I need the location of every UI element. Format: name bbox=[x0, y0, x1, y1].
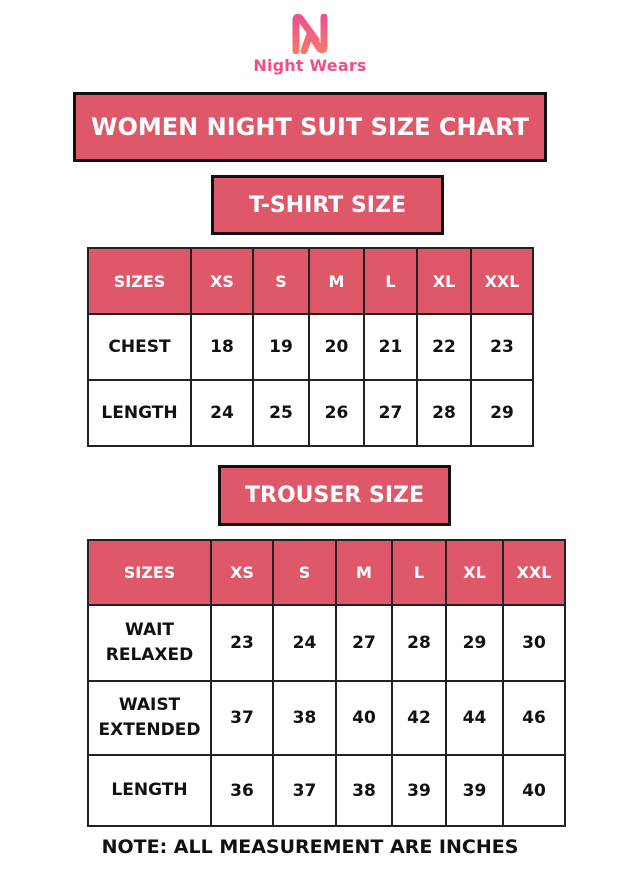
cell: 26 bbox=[308, 379, 365, 447]
table-row: WAIST EXTENDED 37 38 40 42 44 46 bbox=[87, 680, 566, 756]
header-cell: SIZES bbox=[87, 247, 192, 315]
cell: 38 bbox=[272, 680, 337, 756]
row-label: LENGTH bbox=[87, 754, 212, 827]
row-label: WAIST EXTENDED bbox=[87, 680, 212, 756]
header-cell: M bbox=[308, 247, 365, 315]
cell: 28 bbox=[391, 604, 447, 682]
header-cell: XS bbox=[210, 539, 274, 606]
cell: 39 bbox=[445, 754, 504, 827]
cell: 30 bbox=[502, 604, 566, 682]
header-cell: L bbox=[363, 247, 418, 315]
n-logo-icon bbox=[292, 14, 328, 54]
cell: 24 bbox=[190, 379, 254, 447]
cell: 23 bbox=[210, 604, 274, 682]
cell: 27 bbox=[335, 604, 393, 682]
cell: 40 bbox=[502, 754, 566, 827]
trouser-size-table: SIZES XS S M L XL XXL WAIT RELAXED 23 24… bbox=[87, 539, 566, 827]
table-row: LENGTH 36 37 38 39 39 40 bbox=[87, 754, 566, 827]
header-cell: XL bbox=[416, 247, 472, 315]
cell: 36 bbox=[210, 754, 274, 827]
header-cell: XXL bbox=[502, 539, 566, 606]
cell: 29 bbox=[470, 379, 534, 447]
table-header-row: SIZES XS S M L XL XXL bbox=[87, 539, 566, 606]
table-row: WAIT RELAXED 23 24 27 28 29 30 bbox=[87, 604, 566, 682]
cell: 22 bbox=[416, 313, 472, 381]
row-label: LENGTH bbox=[87, 379, 192, 447]
measurement-note: NOTE: ALL MEASUREMENT ARE INCHES bbox=[101, 836, 519, 858]
cell: 23 bbox=[470, 313, 534, 381]
cell: 37 bbox=[210, 680, 274, 756]
cell: 28 bbox=[416, 379, 472, 447]
header-cell: XL bbox=[445, 539, 504, 606]
cell: 37 bbox=[272, 754, 337, 827]
brand-name: Night Wears bbox=[253, 56, 367, 75]
cell: 24 bbox=[272, 604, 337, 682]
tshirt-heading: T-SHIRT SIZE bbox=[211, 175, 444, 235]
trouser-heading: TROUSER SIZE bbox=[218, 465, 451, 526]
header-cell: L bbox=[391, 539, 447, 606]
cell: 21 bbox=[363, 313, 418, 381]
tshirt-size-table: SIZES XS S M L XL XXL CHEST 18 19 20 21 … bbox=[87, 247, 534, 447]
header-cell: SIZES bbox=[87, 539, 212, 606]
cell: 39 bbox=[391, 754, 447, 827]
table-row: CHEST 18 19 20 21 22 23 bbox=[87, 313, 534, 381]
row-label: WAIT RELAXED bbox=[87, 604, 212, 682]
cell: 20 bbox=[308, 313, 365, 381]
cell: 29 bbox=[445, 604, 504, 682]
brand-logo: Night Wears bbox=[0, 14, 620, 75]
header-cell: S bbox=[252, 247, 310, 315]
header-cell: XXL bbox=[470, 247, 534, 315]
cell: 44 bbox=[445, 680, 504, 756]
cell: 18 bbox=[190, 313, 254, 381]
cell: 38 bbox=[335, 754, 393, 827]
cell: 46 bbox=[502, 680, 566, 756]
page-title: WOMEN NIGHT SUIT SIZE CHART bbox=[73, 92, 547, 162]
row-label: CHEST bbox=[87, 313, 192, 381]
header-cell: XS bbox=[190, 247, 254, 315]
header-cell: S bbox=[272, 539, 337, 606]
cell: 42 bbox=[391, 680, 447, 756]
cell: 19 bbox=[252, 313, 310, 381]
header-cell: M bbox=[335, 539, 393, 606]
table-row: LENGTH 24 25 26 27 28 29 bbox=[87, 379, 534, 447]
cell: 27 bbox=[363, 379, 418, 447]
cell: 25 bbox=[252, 379, 310, 447]
cell: 40 bbox=[335, 680, 393, 756]
table-header-row: SIZES XS S M L XL XXL bbox=[87, 247, 534, 315]
